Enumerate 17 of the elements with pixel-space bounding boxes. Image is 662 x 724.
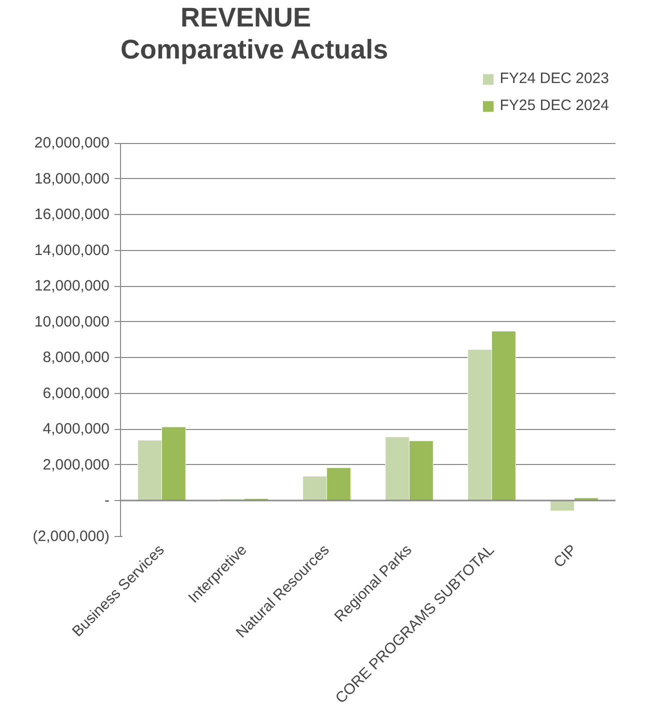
- legend-label: FY24 DEC 2023: [500, 70, 609, 87]
- x-tick-label: CIP: [550, 541, 580, 572]
- y-tick-label: 12,000,000: [34, 278, 110, 295]
- chart-title: REVENUE: [180, 2, 312, 32]
- legend-label: FY25 DEC 2024: [500, 97, 609, 114]
- y-tick-label: 14,000,000: [34, 242, 110, 259]
- y-tick-label: 4,000,000: [42, 420, 110, 438]
- y-tick-label: 2,000,000: [42, 456, 110, 474]
- y-tick-label: 16,000,000: [34, 206, 110, 224]
- y-tick-label: 10,000,000: [34, 313, 110, 330]
- y-tick-label: (2,000,000): [32, 528, 110, 545]
- chart-subtitle: Comparative Actuals: [120, 34, 388, 64]
- y-tick-label: 20,000,000: [34, 134, 110, 152]
- y-tick-label: 6,000,000: [42, 384, 110, 402]
- y-tick-label: -: [104, 492, 110, 510]
- y-tick-label: 18,000,000: [34, 170, 110, 188]
- y-tick-label: 8,000,000: [42, 349, 110, 366]
